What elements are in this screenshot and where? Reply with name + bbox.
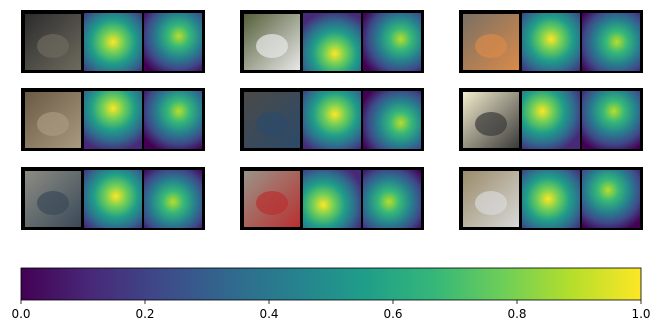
tick-label: 0.0 (11, 307, 30, 321)
attention-map (144, 13, 202, 71)
colorbar (20, 267, 642, 301)
attention-map (582, 91, 640, 149)
tick-label: 1.0 (631, 307, 650, 321)
attention-map (303, 13, 361, 71)
attention-map (582, 170, 640, 228)
attention-map (84, 13, 142, 71)
image-object (37, 191, 69, 215)
image-object (256, 191, 288, 215)
attention-map (84, 170, 142, 228)
attention-map (582, 13, 640, 71)
attention-map (522, 13, 580, 71)
attention-map (363, 170, 421, 228)
attention-map (303, 170, 361, 228)
image-object (475, 112, 507, 136)
attention-map (363, 91, 421, 149)
image-object (37, 112, 69, 136)
attention-map (363, 13, 421, 71)
image-object (475, 191, 507, 215)
attention-map (522, 170, 580, 228)
attention-map (522, 91, 580, 149)
tick-label: 0.6 (383, 307, 402, 321)
attention-map (84, 91, 142, 149)
attention-map (144, 170, 202, 228)
image-object (256, 112, 288, 136)
image-object (256, 34, 288, 58)
image-object (37, 34, 69, 58)
tick-label: 0.8 (507, 307, 526, 321)
image-object (475, 34, 507, 58)
attention-map (144, 91, 202, 149)
tick-label: 0.4 (259, 307, 278, 321)
tick-label: 0.2 (135, 307, 154, 321)
attention-map (303, 91, 361, 149)
